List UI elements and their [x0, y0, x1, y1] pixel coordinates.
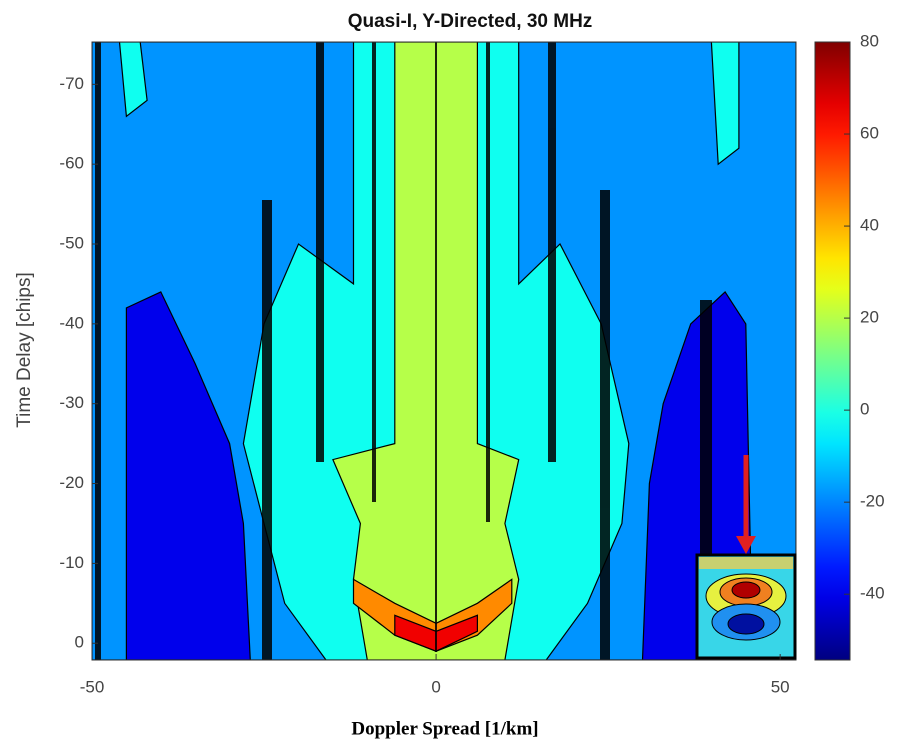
inset-contour	[731, 581, 761, 599]
dark-band	[262, 200, 272, 660]
contour-lines	[95, 42, 712, 660]
y-tick-label: -50	[59, 233, 84, 252]
colorbar-tick-label: -40	[860, 584, 885, 603]
dark-band	[548, 42, 556, 462]
x-axis-label: Doppler Spread [1/km]	[351, 718, 538, 739]
y-tick-label: -20	[59, 473, 84, 492]
y-tick-label: -40	[59, 313, 84, 332]
x-tick-label: 0	[431, 677, 440, 696]
contour-region	[710, 42, 740, 166]
colorbar-tick-label: 80	[860, 31, 879, 50]
dark-band	[372, 42, 376, 502]
inset	[695, 455, 797, 660]
y-tick-label: -30	[59, 393, 84, 412]
colorbar	[814, 41, 851, 661]
x-tick-label: 50	[771, 677, 790, 696]
colorbar-tick-label: -20	[860, 492, 885, 511]
colorbar-tick-label: 60	[860, 124, 879, 143]
y-tick-label: -70	[59, 74, 84, 93]
dark-band	[316, 42, 324, 462]
contour-region	[332, 42, 520, 660]
dark-band	[95, 42, 101, 660]
arrow-head	[736, 536, 756, 554]
x-tick-label: -50	[80, 677, 105, 696]
colorbar-tick-label: 0	[860, 400, 869, 419]
plot-area	[92, 42, 796, 660]
contour-region	[118, 42, 148, 118]
colorbar-tick-label: 20	[860, 308, 879, 327]
dark-band	[435, 42, 437, 652]
y-axis-label: Time Delay [chips]	[14, 272, 35, 428]
y-tick-label: 0	[75, 633, 84, 652]
chart-title: Quasi-I, Y-Directed, 30 MHz	[348, 11, 593, 32]
y-tick-label: -10	[59, 553, 84, 572]
plot-frame	[91, 41, 797, 661]
inset-band	[699, 557, 793, 569]
inset-contour	[727, 613, 765, 635]
y-tick-label: -60	[59, 154, 84, 173]
dark-band	[600, 190, 610, 660]
contour-region	[125, 291, 251, 660]
dark-band	[486, 42, 490, 522]
colorbar-tick-label: 40	[860, 216, 879, 235]
